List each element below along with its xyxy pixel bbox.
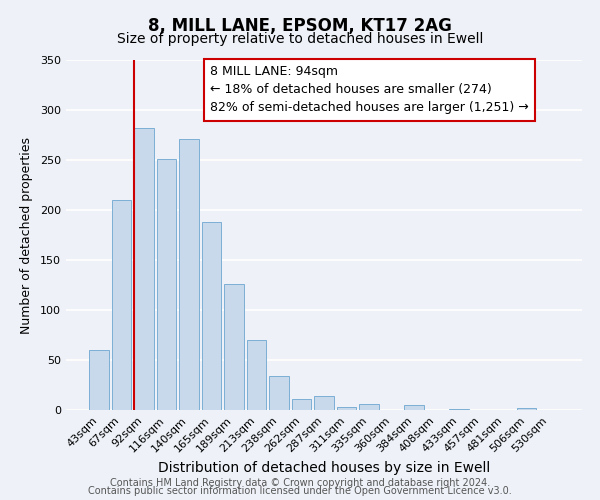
Text: Contains public sector information licensed under the Open Government Licence v3: Contains public sector information licen…	[88, 486, 512, 496]
Text: Size of property relative to detached houses in Ewell: Size of property relative to detached ho…	[117, 32, 483, 46]
X-axis label: Distribution of detached houses by size in Ewell: Distribution of detached houses by size …	[158, 461, 490, 475]
Text: 8 MILL LANE: 94sqm
← 18% of detached houses are smaller (274)
82% of semi-detach: 8 MILL LANE: 94sqm ← 18% of detached hou…	[211, 66, 529, 114]
Bar	[292, 399, 311, 410]
Y-axis label: Number of detached properties: Number of detached properties	[20, 136, 33, 334]
Bar	[517, 408, 536, 410]
Bar	[157, 159, 176, 410]
Bar	[134, 128, 154, 410]
Bar	[89, 350, 109, 410]
Bar	[449, 409, 469, 410]
Bar	[404, 405, 424, 410]
Bar	[202, 222, 221, 410]
Bar	[359, 404, 379, 410]
Bar	[112, 200, 131, 410]
Bar	[247, 340, 266, 410]
Bar	[224, 284, 244, 410]
Bar	[269, 376, 289, 410]
Bar	[314, 396, 334, 410]
Text: 8, MILL LANE, EPSOM, KT17 2AG: 8, MILL LANE, EPSOM, KT17 2AG	[148, 18, 452, 36]
Text: Contains HM Land Registry data © Crown copyright and database right 2024.: Contains HM Land Registry data © Crown c…	[110, 478, 490, 488]
Bar	[179, 139, 199, 410]
Bar	[337, 407, 356, 410]
